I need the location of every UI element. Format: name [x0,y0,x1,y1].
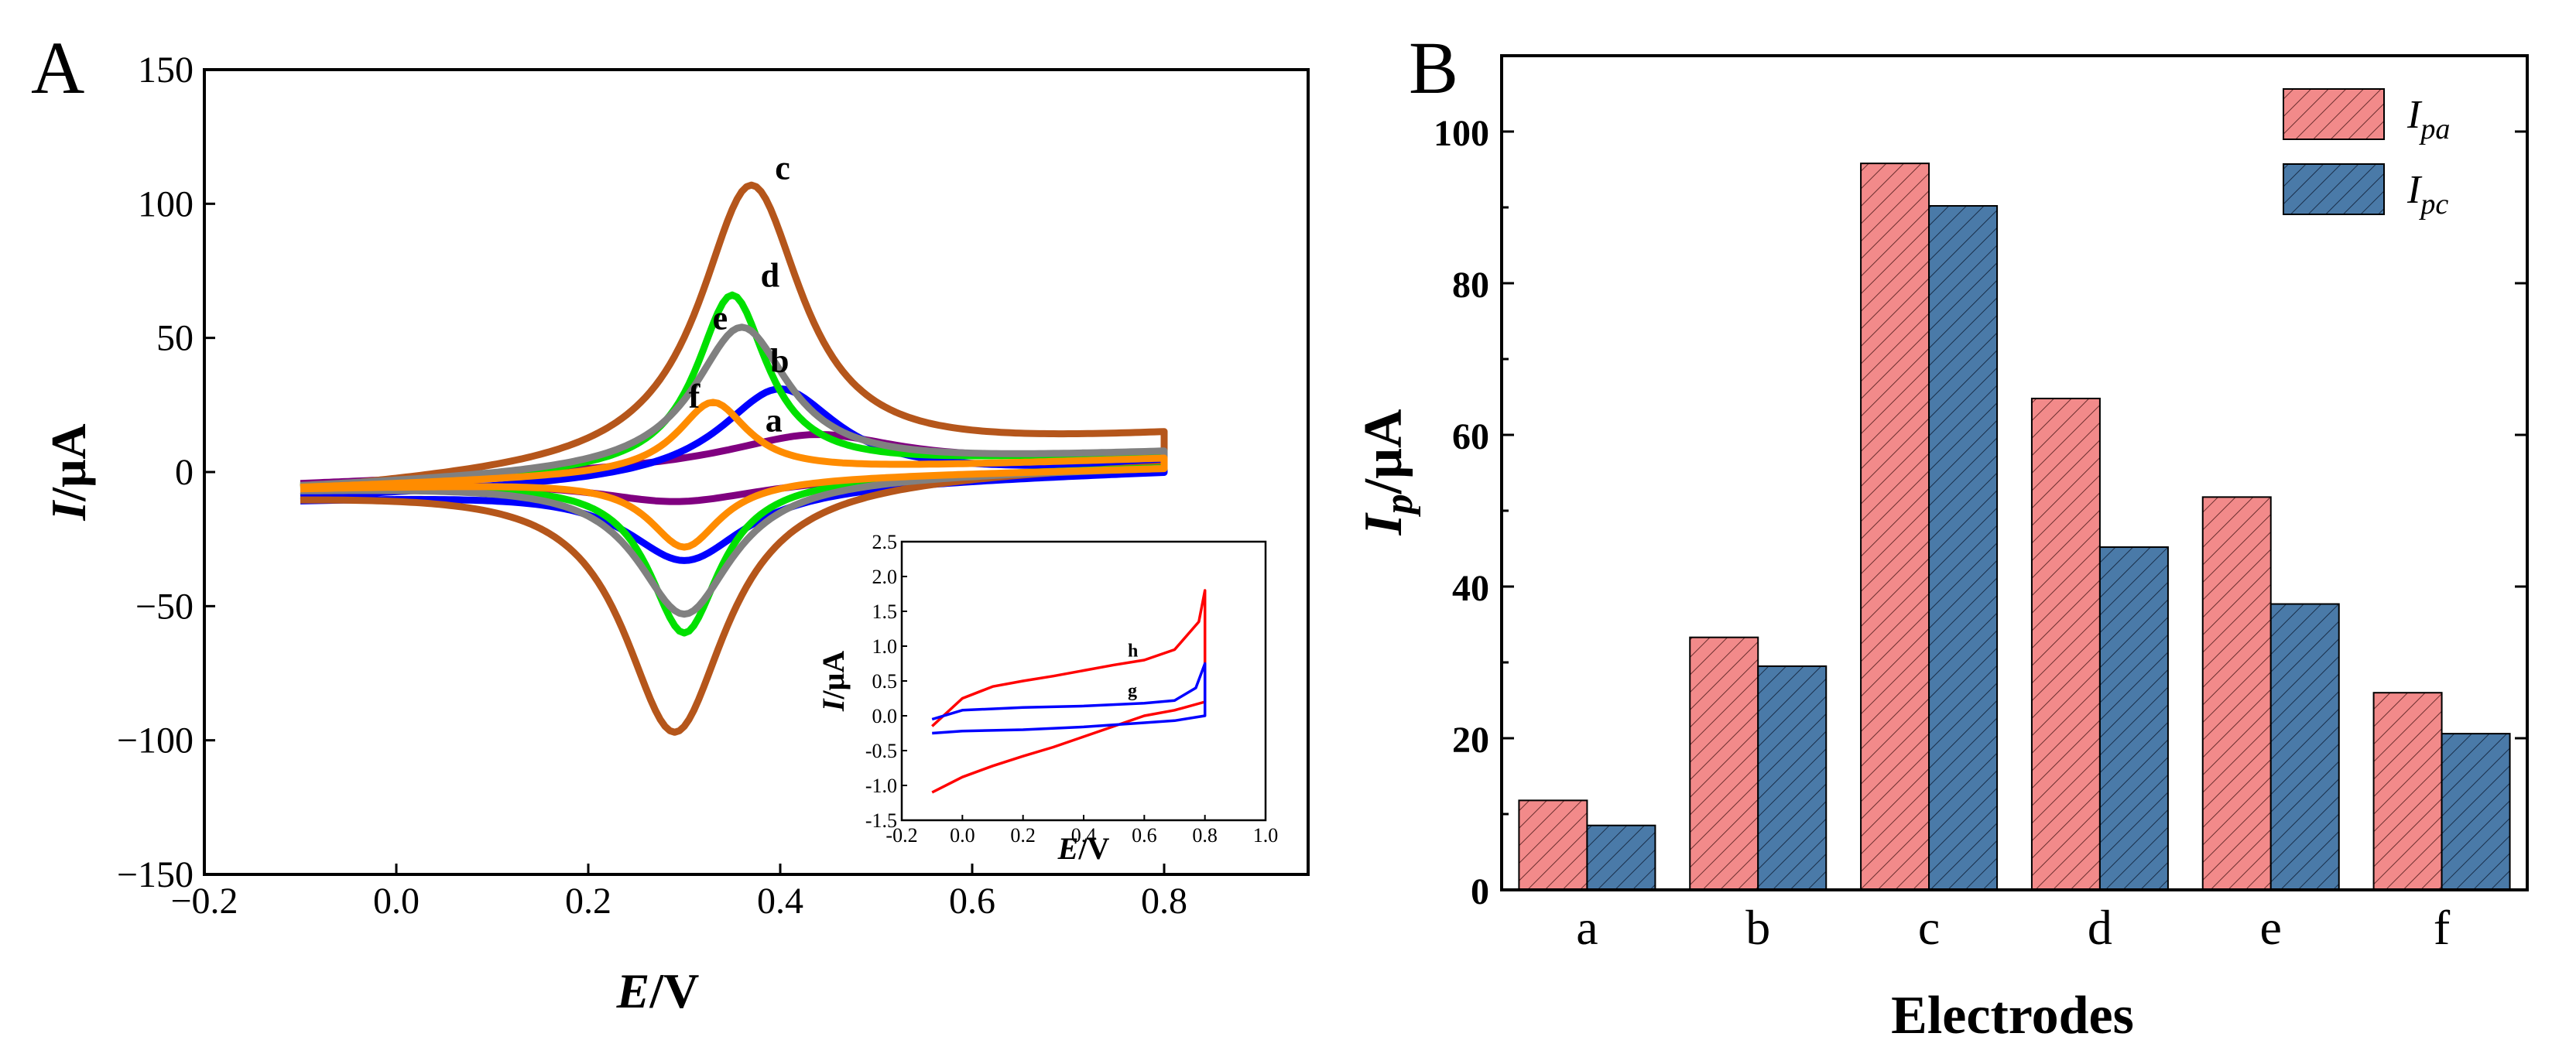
inset-y-tick-label: -0.5 [865,740,897,762]
b-x-tick-label: c [1918,900,1940,955]
b-y-tick-label: 0 [1471,871,1489,912]
inset-frame [900,540,1267,822]
curve-label-e: e [713,299,728,337]
inset-y-tick-label: 2.0 [872,566,898,588]
b-x-tick-label: e [2260,900,2282,955]
y-tick-label: −50 [135,586,194,627]
legend-swatch-ipc [2283,163,2385,215]
x-tick-label: 0.8 [1141,881,1187,922]
inset-curve-labels: hg [1128,641,1138,701]
inset-y-tick-label: 0.0 [872,705,898,727]
bar-ipa-a [1518,799,1588,891]
inset-curve-label-g: g [1128,681,1137,701]
inset-ylabel: I/μA [816,651,851,712]
inset-curve-g [931,662,1207,735]
panel-b-xlabel: Electrodes [1891,986,2134,1045]
inset-y-tick-label: -1.5 [865,809,897,832]
legend-label-ipc: Ipc [2406,168,2448,221]
bar-ipc-f [2441,733,2511,891]
bar-ipc-c [1928,205,1999,891]
inset-curve-h [931,589,1207,794]
panel-a-ticks: −0.2 0.0 0.2 0.4 0.6 0.8 −150 −100 −50 0 50 100 150 [117,50,1187,922]
b-y-tick-label: 60 [1452,416,1489,457]
x-tick-label: 0.4 [757,881,803,922]
curve-label-f: f [689,377,701,415]
inset-curve-label-h: h [1128,641,1138,662]
inset-xlabel: E/V [1057,831,1110,866]
b-y-tick-label: 20 [1452,720,1489,761]
panel-b-legend: Ipa Ipc [2283,88,2450,221]
bar-ipc-d [2098,546,2169,891]
bar-ipa-c [1860,163,1930,891]
panel-a-letter: A [31,26,84,109]
bar-ipa-e [2201,496,2272,891]
inset-x-tick-label: 0.8 [1192,824,1218,847]
bar-ipc-e [2269,603,2340,891]
curve-label-c: c [775,149,790,187]
inset-y-tick-label: 1.5 [872,600,898,623]
inset-curves [931,589,1207,794]
curve-label-d: d [761,256,779,294]
b-x-tick-label: d [2088,900,2112,955]
panel-a-curve-labels: ab c de f [689,149,790,440]
x-tick-label: 0.0 [373,881,420,922]
y-tick-label: −150 [117,854,194,895]
cv-curve-f [300,399,1168,551]
curve-label-b: b [770,342,789,380]
b-y-tick-label: 100 [1434,113,1489,154]
bar-ipc-b [1757,665,1828,891]
inset-x-tick-label: 0.6 [1132,824,1157,847]
y-tick-label: 100 [138,183,194,224]
panel-a-xlabel: E/V [616,963,700,1018]
panel-b-bars [1518,163,2511,891]
inset-y-tick-label: 2.5 [872,531,898,553]
panel-b-letter: B [1409,26,1458,109]
y-tick-label: 0 [175,452,194,493]
legend-label-ipa: Ipa [2406,93,2450,145]
legend-swatch-ipa [2283,88,2385,140]
bar-ipa-f [2372,692,2443,891]
x-tick-label: 0.2 [565,881,611,922]
y-tick-label: 150 [138,50,194,91]
b-y-tick-label: 40 [1452,568,1489,609]
bar-ipa-b [1689,636,1759,891]
panel-b: B 0 20 40 60 80 100 a b c d e f Electrodes Ip/μA Ip… [1354,26,2529,1045]
inset-x-tick-label: 0.2 [1010,824,1036,847]
bar-ipa-d [2030,397,2101,891]
b-y-tick-label: 80 [1452,265,1489,306]
x-tick-label: 0.6 [949,881,995,922]
x-tick-label: −0.2 [170,881,238,922]
panel-a-curves [300,181,1168,736]
inset-plot: -0.2 0.0 0.2 0.4 0.6 0.8 1.0 -1.5 -1.0 -0.5 0.0 0.5… [816,531,1278,866]
y-tick-label: −100 [117,720,194,761]
bar-ipc-a [1586,824,1656,891]
curve-label-a: a [766,401,783,439]
inset-y-tick-label: 0.5 [872,670,898,693]
panel-a: A −0.2 0.0 0.2 0.4 0.6 0.8 −150 −100 −50 0 50 100 15… [31,26,1310,1018]
panel-a-ylabel: I/μA [41,423,96,521]
panel-b-ylabel: Ip/μA [1354,409,1421,535]
inset-y-tick-label: -1.0 [865,775,897,797]
panel-b-frame [1500,54,2529,891]
b-x-tick-label: a [1576,900,1598,955]
inset-ticks: -0.2 0.0 0.2 0.4 0.6 0.8 1.0 -1.5 -1.0 -0.5 0.0 0.5… [865,531,1278,847]
b-x-tick-label: b [1745,900,1770,955]
y-tick-label: 50 [156,318,194,359]
inset-y-tick-label: 1.0 [872,635,898,658]
inset-x-tick-label: 0.4 [1071,824,1097,847]
inset-x-tick-label: 0.0 [950,824,975,847]
inset-x-tick-label: -0.2 [886,824,917,847]
panel-a-frame [203,68,1310,876]
inset-x-tick-label: 1.0 [1253,824,1279,847]
b-x-tick-label: f [2434,900,2451,955]
